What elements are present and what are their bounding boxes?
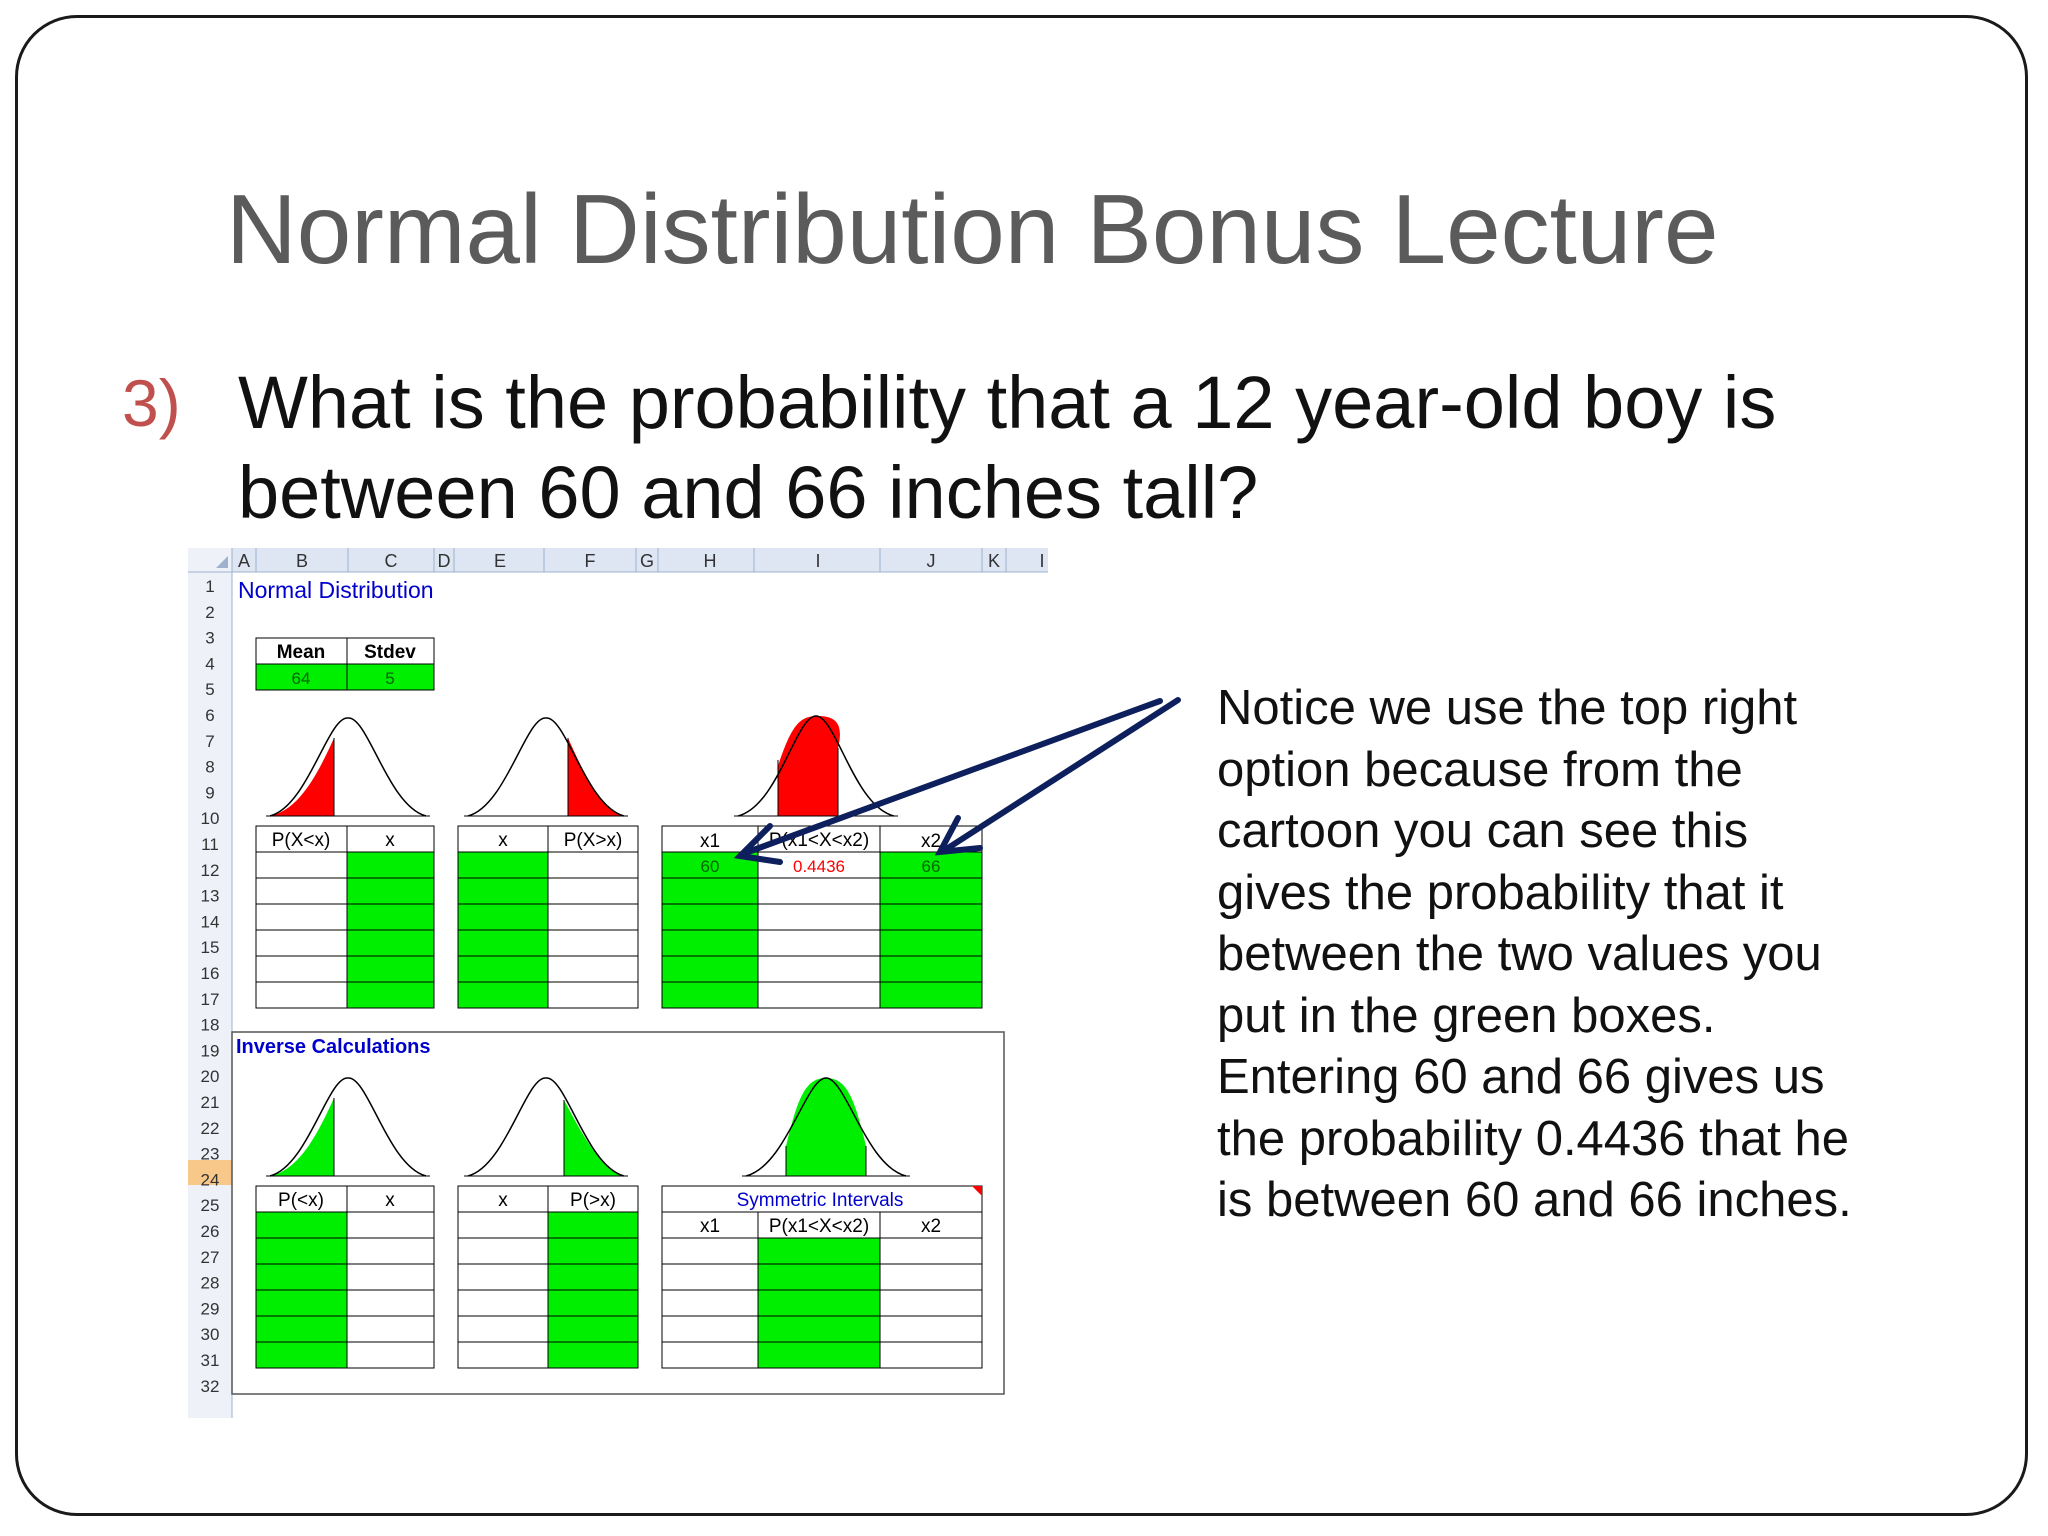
t1-header-prob: P(X<x) [272,830,331,851]
col-header[interactable]: G [640,551,654,571]
mean-stdev-table: Mean Stdev 64 5 [255,637,435,691]
stdev-value: 5 [385,669,394,688]
question-number: 3) [122,366,181,440]
row-header[interactable]: 30 [201,1325,220,1344]
row-header[interactable]: 32 [201,1377,220,1396]
curve-inverse-left [266,1077,430,1177]
slide-title: Normal Distribution Bonus Lecture [226,174,1719,284]
row-header-highlight [188,1160,232,1185]
input-cells-prob[interactable] [758,1238,880,1368]
t6-header-x1: x1 [700,1216,720,1237]
row-header[interactable]: 9 [205,783,214,802]
mean-cell[interactable] [255,663,348,691]
table-right-tail: x P(X>x) [457,825,639,1009]
spreadsheet-screenshot: A B C D E F G H I J K I 1 2 3 4 5 6 7 8 9 10 11 12 1… [188,548,1048,1418]
select-all-corner[interactable] [216,556,228,568]
table-between: x1 P(x1<X<x2) x2 60 0.4436 66 [661,825,983,1009]
section-inverse-calculations: Inverse Calculations [236,1036,431,1058]
t2-header-x: x [498,830,508,851]
row-header[interactable]: 14 [201,912,220,931]
t3-header-prob: P(x1<X<x2) [769,830,869,851]
row-header[interactable]: 16 [201,964,220,983]
comment-indicator[interactable] [972,1186,982,1196]
col-header[interactable]: I [1039,551,1044,571]
row-header[interactable]: 1 [205,577,214,596]
mean-label: Mean [277,642,326,663]
t6-header-prob: P(x1<X<x2) [769,1216,869,1237]
row-header[interactable]: 6 [205,706,214,725]
column-header-dividers [255,548,1007,572]
column-headers: A B C D E F G H I J K I [238,551,1045,571]
col-header[interactable]: B [296,551,308,571]
question-text: What is the probability that a 12 year-o… [238,361,1777,534]
row-header[interactable]: 4 [205,654,214,673]
row-header[interactable]: 18 [201,1016,220,1035]
spreadsheet-svg: A B C D E F G H I J K I 1234567891011121… [188,548,1048,1418]
row-header[interactable]: 10 [201,809,220,828]
col-header[interactable]: K [988,551,1000,571]
mean-value: 64 [292,669,311,688]
row-header[interactable]: 19 [201,1041,220,1060]
row-header[interactable]: 3 [205,629,214,648]
row-header[interactable]: 2 [205,603,214,622]
col-header[interactable]: H [704,551,717,571]
curve-between [734,715,898,817]
row-header[interactable]: 27 [201,1248,220,1267]
curve-inverse-right [464,1077,628,1177]
row-header[interactable]: 12 [201,861,220,880]
t5-header-prob: P(>x) [570,1190,616,1211]
col-header[interactable]: J [927,551,936,571]
table-symmetric-intervals: Symmetric Intervals x1 P(x1<X<x2) x2 [661,1185,983,1369]
t3-header-x2: x2 [921,831,941,852]
row-header[interactable]: 31 [201,1351,220,1370]
t2-header-prob: P(X>x) [564,830,623,851]
row-header[interactable]: 11 [201,835,219,854]
column-header-bar [188,548,1048,572]
row-header[interactable]: 26 [201,1222,220,1241]
row-header[interactable]: 8 [205,758,214,777]
explanation-note: Notice we use the top right option becau… [1217,681,1852,1227]
curve-inverse-symmetric [742,1077,910,1177]
row-header[interactable]: 7 [205,732,214,751]
col-header[interactable]: E [494,551,506,571]
x1-value[interactable]: 60 [701,857,720,876]
col-header[interactable]: C [385,551,398,571]
inverse-section-box [231,1031,1005,1395]
col-header[interactable]: I [815,551,820,571]
col-header[interactable]: A [238,551,250,571]
table-inverse-left: P(<x) x [255,1185,435,1369]
row-header[interactable]: 23 [201,1145,220,1164]
t4-header-prob: P(<x) [278,1190,324,1211]
row-header-bar [188,548,232,1418]
row-header[interactable]: 25 [201,1196,220,1215]
table-left-tail: P(X<x) x [255,825,435,1009]
row-header[interactable]: 28 [201,1274,220,1293]
curve-right-tail [464,717,628,817]
probability-result: 0.4436 [793,857,845,876]
x2-value[interactable]: 66 [922,857,941,876]
row-headers: 1234567891011121314151617181920212223242… [201,577,220,1396]
curve-left-tail [266,717,430,817]
stdev-cell[interactable] [346,663,435,691]
row-header[interactable]: 29 [201,1299,220,1318]
col-header[interactable]: F [585,551,596,571]
t3-header-x1: x1 [700,831,720,852]
row-header[interactable]: 5 [205,680,214,699]
row-header[interactable]: 24 [201,1170,220,1189]
t4-header-x: x [385,1190,395,1211]
t6-title: Symmetric Intervals [737,1190,904,1211]
row-header[interactable]: 15 [201,938,220,957]
row-header[interactable]: 20 [201,1067,220,1086]
t5-header-x: x [498,1190,508,1211]
row-header[interactable]: 17 [201,990,220,1009]
row-header[interactable]: 13 [201,887,220,906]
table-inverse-right: x P(>x) [457,1185,639,1369]
col-header[interactable]: D [438,551,451,571]
t6-header-x2: x2 [921,1216,941,1237]
row-header[interactable]: 21 [201,1093,220,1112]
stdev-label: Stdev [364,642,416,663]
row-header[interactable]: 22 [201,1119,220,1138]
t1-header-x: x [385,830,395,851]
section-normal-distribution: Normal Distribution [238,577,434,603]
